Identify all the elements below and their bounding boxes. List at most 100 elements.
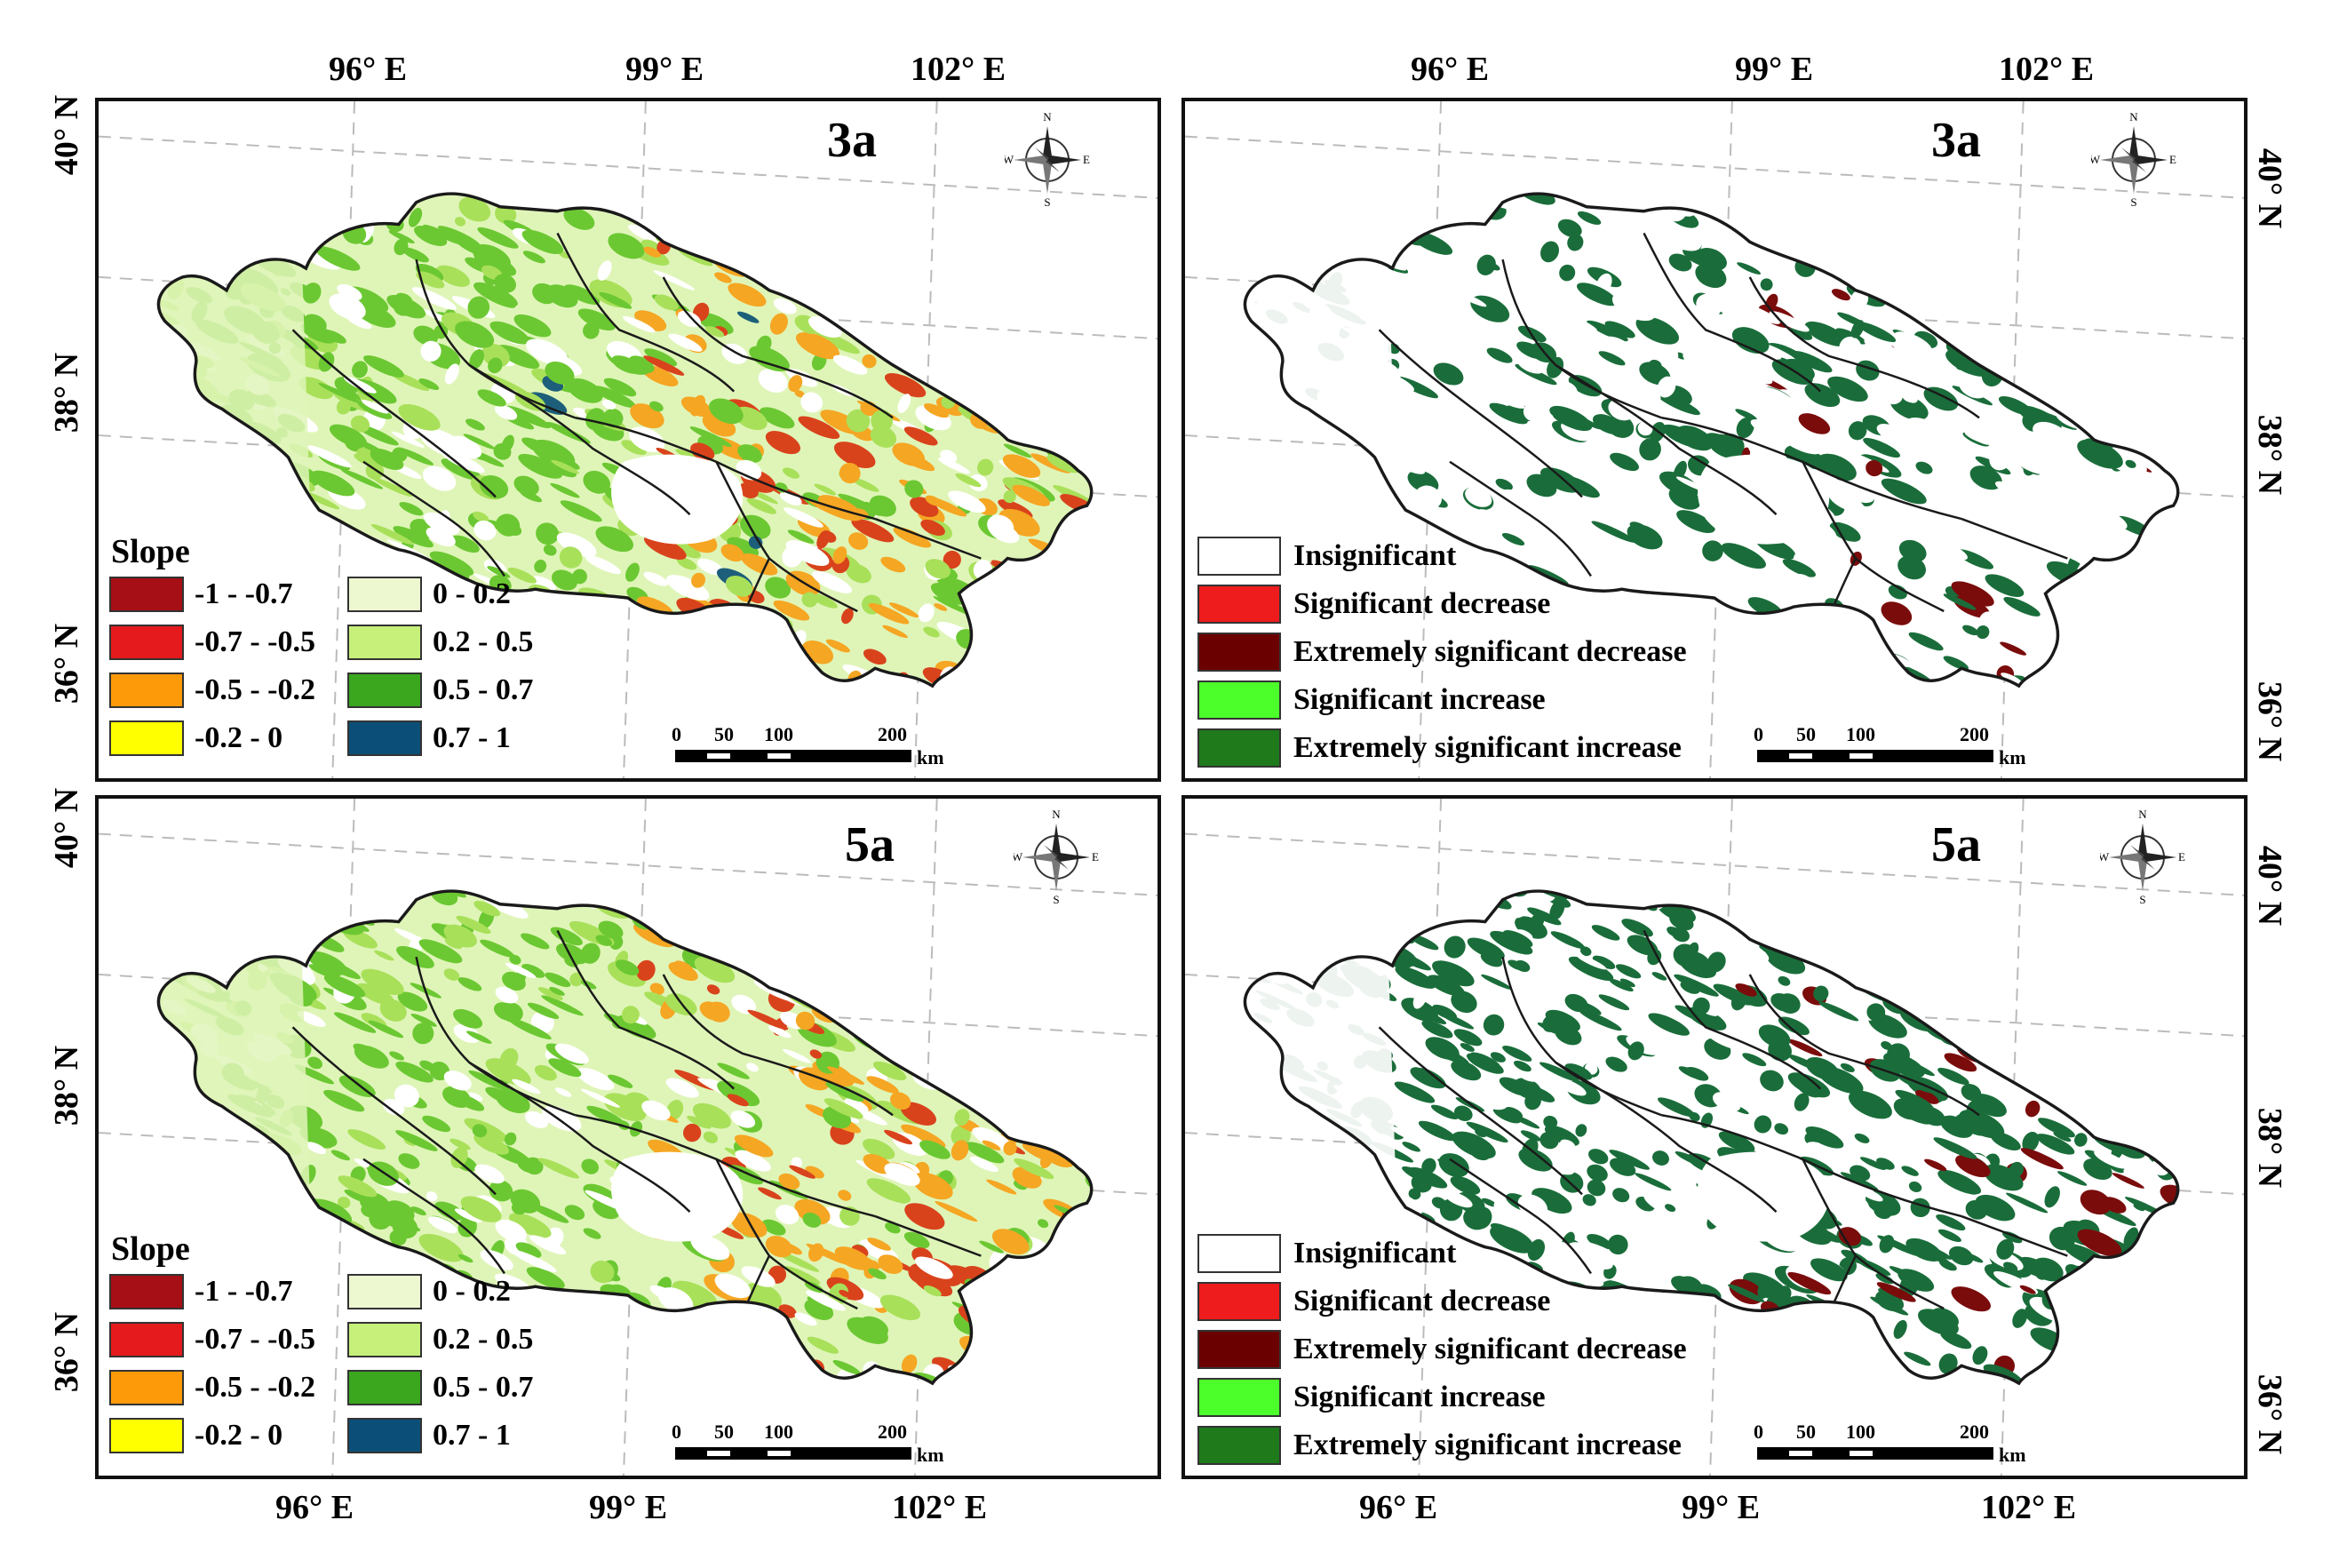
map-panel-bottom-left: 5a N S W E Slope -1 - -0.7 -0.7 - -0.5 -0.5 -…	[95, 795, 1161, 1479]
legend-swatch	[347, 625, 422, 660]
lake	[1698, 1151, 1830, 1242]
compass-e-label: E	[2169, 153, 2176, 166]
legend-swatch	[1197, 1378, 1281, 1417]
legend-swatch	[347, 1274, 422, 1309]
legend-label: -0.7 - -0.5	[195, 1323, 315, 1356]
legend-label: 0 - 0.2	[433, 1275, 511, 1308]
scale-unit-label: km	[1999, 1444, 2026, 1466]
slope-legend-item: -0.2 - 0	[109, 720, 282, 756]
scale-tick-label: 50	[1796, 1421, 1816, 1443]
slope-legend-item: 0 - 0.2	[347, 577, 511, 612]
scale-tick-label: 100	[1846, 723, 1875, 745]
legend-swatch	[1197, 1330, 1281, 1369]
legend-label: Insignificant	[1293, 539, 1457, 572]
compass-rose-icon: N S W E	[2098, 808, 2185, 906]
compass-n-label: N	[2129, 110, 2138, 123]
slope-legend-item: 0.2 - 0.5	[347, 1322, 533, 1357]
lon-label-102-top-left: 102° E	[911, 51, 1006, 88]
lake	[1698, 454, 1830, 545]
lon-label-99-top-left: 99° E	[625, 51, 704, 88]
scale-bar: 0 50 100 200 km	[1754, 1421, 2047, 1474]
lon-label-99-bottom-right: 99° E	[1682, 1489, 1761, 1526]
compass-n-label: N	[1052, 808, 1061, 821]
legend-label: 0.7 - 1	[433, 1419, 511, 1452]
significance-legend-item: Extremely significant increase	[1197, 728, 1682, 768]
slope-legend-item: 0.5 - 0.7	[347, 673, 533, 708]
scale-segment	[707, 1451, 730, 1456]
legend-label: -1 - -0.7	[195, 577, 293, 610]
compass-rose-icon: N S W E	[1003, 110, 1090, 209]
lat-label-40-left-bottom: 40° N	[48, 787, 86, 869]
legend-swatch	[1197, 633, 1281, 672]
compass-s-label: S	[1044, 195, 1050, 208]
legend-swatch	[1197, 1282, 1281, 1321]
legend-swatch	[1197, 1234, 1281, 1273]
lat-label-38-left-top: 38° N	[48, 352, 86, 434]
slope-legend-item: 0.7 - 1	[347, 1418, 511, 1453]
legend-swatch	[1197, 1426, 1281, 1465]
legend-label: Significant increase	[1293, 1381, 1546, 1413]
compass-rose-icon: N S W E	[2089, 110, 2176, 209]
legend-swatch	[109, 625, 184, 660]
lake	[611, 1151, 744, 1242]
legend-swatch	[347, 1370, 422, 1405]
scale-segment	[768, 1451, 791, 1456]
scale-tick-label: 50	[714, 723, 734, 745]
legend-label: 0.2 - 0.5	[433, 1323, 534, 1356]
scale-bar-line	[1757, 1447, 1993, 1460]
scale-bar: 0 50 100 200 km	[1754, 723, 2047, 776]
legend-swatch	[109, 720, 184, 756]
significance-legend-item: Extremely significant increase	[1197, 1426, 1682, 1465]
slope-legend-item: 0 - 0.2	[347, 1274, 511, 1309]
significance-legend-item: Insignificant	[1197, 1234, 1456, 1273]
scale-tick-label: 200	[1960, 1421, 1989, 1443]
legend-label: 0.7 - 1	[433, 721, 511, 754]
lat-label-38-left-bottom: 38° N	[48, 1045, 86, 1126]
scale-bar-line	[675, 1447, 911, 1460]
scale-tick-label: 50	[714, 1421, 734, 1443]
significance-legend-item: Insignificant	[1197, 537, 1456, 576]
lake	[611, 454, 744, 545]
slope-legend-item: 0.5 - 0.7	[347, 1370, 533, 1405]
legend-swatch	[109, 577, 184, 612]
significance-legend-item: Extremely significant decrease	[1197, 1330, 1687, 1369]
legend-swatch	[1197, 537, 1281, 576]
lat-label-36-left-bottom: 36° N	[48, 1311, 86, 1393]
slope-legend-item: -0.7 - -0.5	[109, 625, 315, 660]
legend-label: -0.5 - -0.2	[195, 673, 315, 706]
scale-bar: 0 50 100 200 km	[672, 723, 965, 776]
compass-rose-icon: N S W E	[1012, 808, 1099, 906]
sub-basin-boundaries	[1378, 929, 2068, 1327]
scale-unit-label: km	[917, 1444, 944, 1466]
legend-label: Extremely significant increase	[1293, 1429, 1682, 1461]
legend-label: -0.2 - 0	[195, 1419, 283, 1452]
legend-label: Significant increase	[1293, 683, 1546, 716]
legend-label: 0 - 0.2	[433, 577, 511, 610]
significance-legend-item: Extremely significant decrease	[1197, 633, 1687, 672]
scale-tick-label: 0	[1754, 723, 1763, 745]
slope-legend-item: 0.7 - 1	[347, 720, 511, 756]
panel-label: 3a	[827, 113, 877, 168]
lon-label-99-top-right: 99° E	[1735, 51, 1814, 88]
legend-label: Extremely significant increase	[1293, 731, 1682, 764]
lat-label-40-left-top: 40° N	[48, 94, 86, 176]
scale-tick-label: 0	[672, 723, 681, 745]
scale-tick-label: 200	[878, 1421, 907, 1443]
lat-label-38-right-bottom: 38° N	[2251, 1107, 2289, 1189]
map-svg-tr	[1185, 101, 2244, 778]
slope-legend-item: -0.5 - -0.2	[109, 673, 315, 708]
panel-label: 5a	[845, 817, 895, 872]
legend-label: Significant decrease	[1293, 587, 1551, 620]
sub-basin-boundaries	[291, 232, 982, 630]
compass-s-label: S	[1053, 893, 1059, 905]
map-svg-tl	[99, 101, 1158, 778]
lat-label-40-right-bottom: 40° N	[2251, 845, 2289, 927]
significance-legend-item: Significant decrease	[1197, 585, 1550, 624]
sub-basin-boundaries	[1378, 232, 2068, 630]
map-panel-top-left: 3a N S W E Slope -1 - -0.7 -0.7 - -0.5 -0.5 -…	[95, 98, 1161, 782]
scale-tick-label: 100	[764, 1421, 793, 1443]
legend-swatch	[109, 673, 184, 708]
legend-label: 0.5 - 0.7	[433, 1371, 534, 1404]
compass-s-label: S	[2130, 195, 2136, 208]
legend-swatch	[347, 673, 422, 708]
